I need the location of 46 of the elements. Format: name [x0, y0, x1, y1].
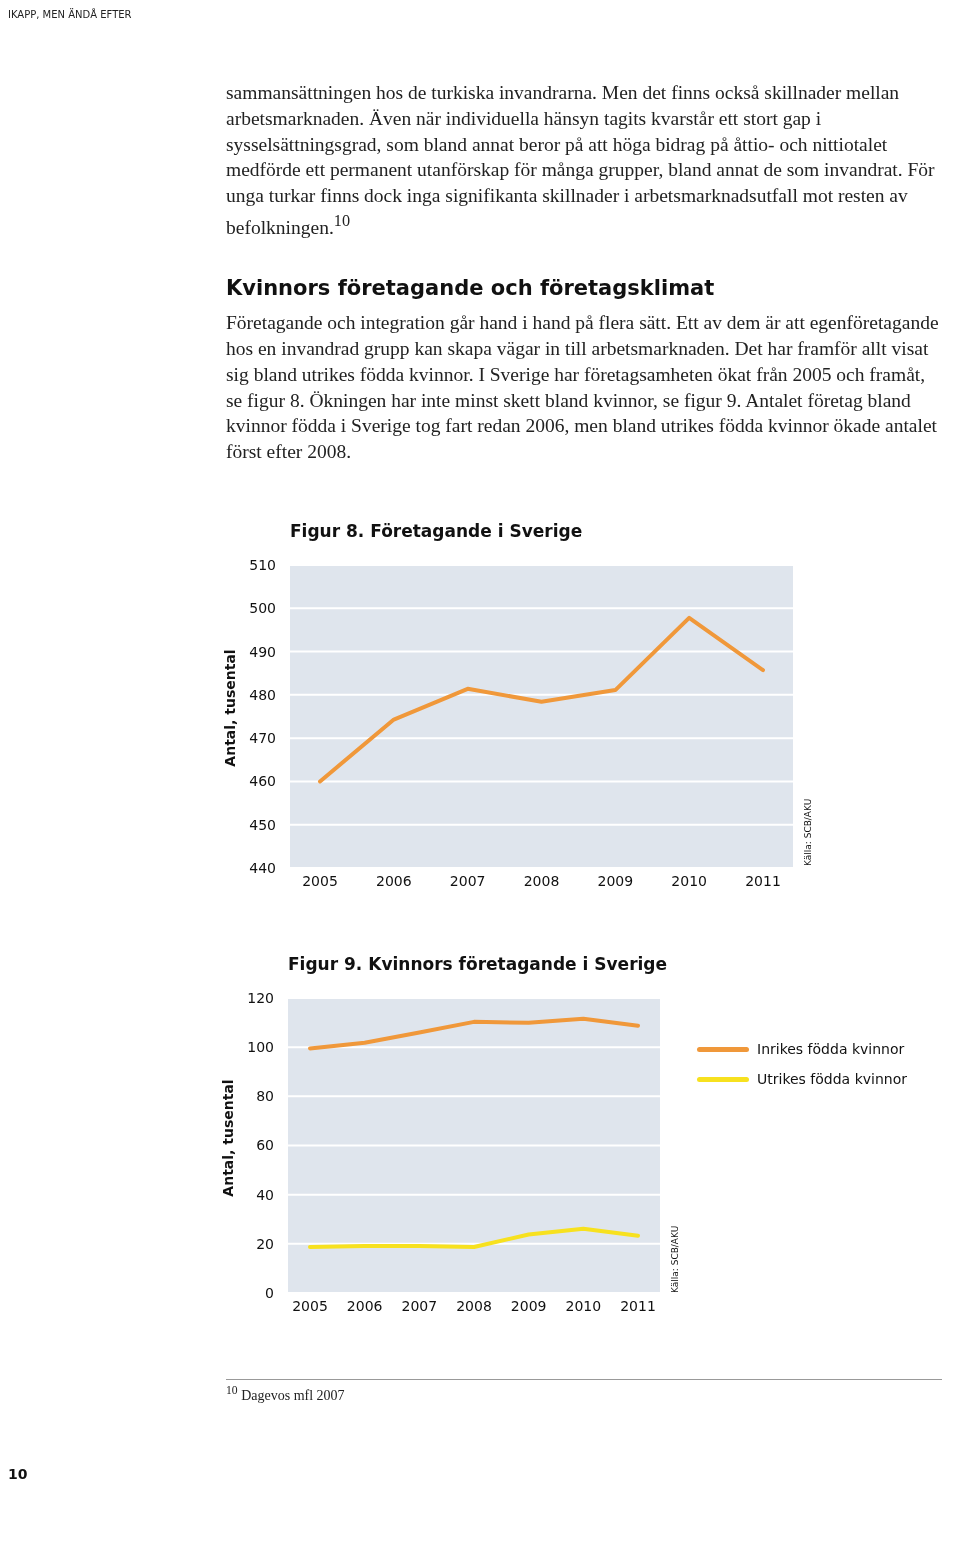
x-tick-label: 2008 — [456, 1298, 492, 1314]
y-tick-label: 40 — [256, 1186, 274, 1203]
y-axis-title: Antal, tusental — [220, 1078, 236, 1197]
x-tick-label: 2009 — [510, 1298, 547, 1314]
x-tick-label: 2006 — [346, 1298, 383, 1314]
y-tick-label: 500 — [249, 600, 276, 617]
text: $^{10}$ Dagevos mfl 2007 — [226, 1384, 345, 1403]
y-tick-label: 510 — [249, 557, 276, 574]
x-tick-label: 2008 — [523, 873, 560, 889]
y-tick-label: 0 — [265, 1285, 274, 1302]
y-tick-label: 80 — [256, 1088, 274, 1105]
line-series — [308, 1016, 640, 1051]
y-tick-label: 470 — [249, 730, 276, 747]
line-series — [318, 615, 765, 784]
chart-title: Figur 8. Företagande i Sverige — [290, 521, 583, 542]
y-tick-label: 20 — [256, 1235, 274, 1252]
y-tick-label: 480 — [249, 686, 276, 703]
x-tick-label: 2006 — [376, 873, 412, 889]
y-axis-title: Antal, tusental — [222, 648, 238, 767]
y-tick-label: 60 — [256, 1137, 274, 1154]
y-tick-label: 100 — [247, 1039, 274, 1056]
x-tick-label: 2007 — [449, 873, 486, 889]
x-tick-label: 2010 — [671, 873, 707, 889]
x-tick-label: 2011 — [745, 873, 781, 889]
y-tick-label: 120 — [247, 990, 274, 1007]
text: IKAPP, MEN ÄNDÅ EFTER — [8, 8, 133, 22]
chart-title: Figur 9. Kvinnors företagande i Sverige — [288, 954, 668, 975]
text: Källa: SCB/AKU — [670, 1225, 680, 1294]
x-tick-label: 2007 — [401, 1298, 438, 1314]
text: 10 — [8, 1465, 29, 1482]
x-tick-label: 2009 — [597, 873, 634, 889]
legend-label: Utrikes födda kvinnor — [757, 1071, 907, 1088]
x-tick-label: 2005 — [302, 873, 338, 889]
line-series — [308, 1226, 640, 1250]
x-tick-label: 2010 — [565, 1298, 602, 1314]
y-tick-label: 460 — [249, 773, 276, 790]
x-tick-label: 2005 — [292, 1298, 328, 1314]
x-tick-label: 2011 — [620, 1298, 656, 1314]
text: Kvinnors företagande och företagsklimat — [226, 276, 716, 301]
text: sammansättningen hos de turkiska invandrarna. Men det finns också skillnader mellan arbetsmarknaden. Även när individuella hänsyn tagits kvarstår ett stort gap i sysselsättningsgrad, som bland annat beror på att höga bidrag på åttio- och nittiotalet medförde ett permanent utanförskap för många grupper, bland annat de som invandrat. För unga turkar finns dock inga signifikanta skillnader i arbetsmarknadsutfall mot resten av befolkningen.$^{10}$ — [226, 81, 936, 240]
text: Källa: SCB/AKU — [803, 798, 813, 867]
legend-label: Inrikes födda kvinnor — [757, 1041, 905, 1058]
y-tick-label: 490 — [249, 643, 276, 660]
text: Företagande och integration går hand i hand på flera sätt. Ett av dem är att egenföretagande hos en invandrad grupp kan skapa vägar in till arbetsmarknaden. Det har framför allt visat sig bland utrikes födda kvinnor. I Sverige har företagsamheten ökat från 2005 och framåt, se figur 8. Ökningen har inte minst skett bland kvinnor, se figur 9. Antalet företag bland kvinnor födda i Sverige tog fart redan 2006, men bland utrikes födda kvinnor ökade antalet först efter 2008. — [226, 311, 940, 465]
y-tick-label: 440 — [249, 860, 276, 877]
y-tick-label: 450 — [249, 816, 276, 833]
